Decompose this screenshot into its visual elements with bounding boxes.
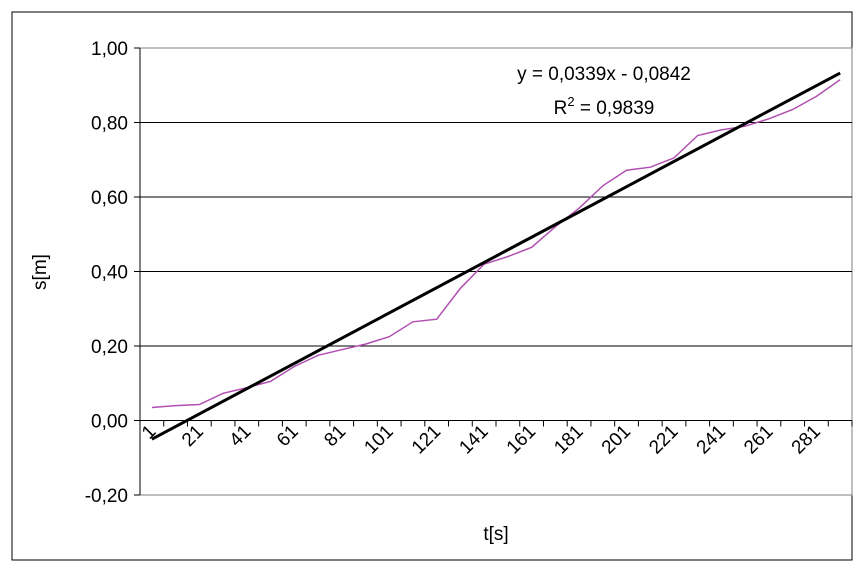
data-series-line (151, 79, 841, 409)
grid-lines (134, 47, 852, 496)
y-tick-label: 0,00 (91, 412, 128, 433)
y-tick-label: 0,40 (91, 263, 128, 284)
r-squared-value: = 0,9839 (575, 98, 655, 119)
trendline-layer (151, 71, 841, 441)
trendline-r-squared: R2 = 0,9839 (554, 94, 655, 119)
r-squared-symbol: R (554, 98, 568, 119)
y-tick-labels: 1,00 0,80 0,60 0,40 0,20 0,00 -0,20 (85, 39, 128, 507)
trendline (151, 71, 841, 441)
y-axis-title: s[m] (30, 254, 51, 290)
y-tick-label: -0,20 (85, 486, 128, 507)
x-axis-title: t[s] (483, 524, 508, 545)
y-tick-label: 0,80 (91, 114, 128, 135)
trendline-equation: y = 0,0339x - 0,0842 (517, 64, 691, 85)
series-layer (151, 79, 841, 409)
y-tick-label: 1,00 (91, 39, 128, 60)
axes (139, 48, 853, 495)
r-squared-exponent: 2 (567, 94, 574, 109)
y-tick-label: 0,20 (91, 337, 128, 358)
y-tick-label: 0,60 (91, 188, 128, 209)
